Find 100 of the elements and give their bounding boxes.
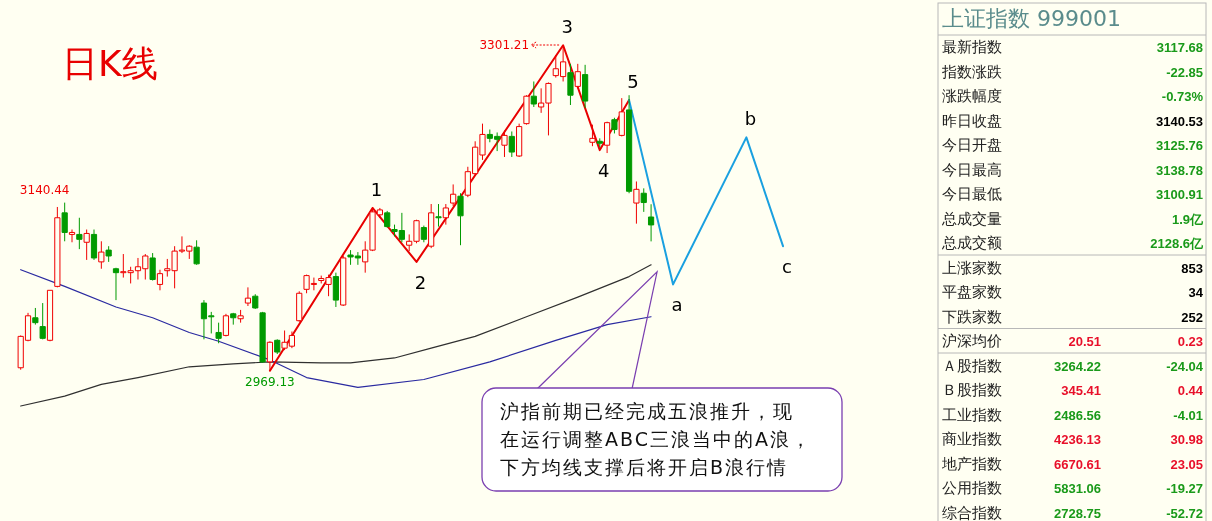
data-label: -19.27 — [1166, 481, 1203, 496]
category-label: 沪深均价 — [942, 333, 1002, 349]
category-label: 商业指数 — [942, 431, 1002, 447]
candlestick — [90, 229, 98, 261]
data-label: 345.41 — [1061, 383, 1101, 398]
candlestick — [340, 255, 347, 307]
candlestick — [574, 63, 581, 89]
candlestick — [39, 302, 46, 340]
category-label: 最新指数 — [942, 39, 1002, 55]
chart-title: 日K线 — [62, 43, 158, 84]
candlestick — [589, 124, 596, 147]
text: 沪指前期已经完成五浪推升，现在运行调整ABC三浪当中的A浪，下方均线支撑后将开启B浪行情 — [500, 400, 812, 478]
data-label: 2128.6亿 — [1150, 236, 1204, 251]
candlestick — [46, 289, 54, 342]
candlestick — [193, 239, 200, 266]
data-label: 6670.61 — [1054, 456, 1101, 472]
candlestick — [83, 229, 90, 261]
candlestick — [274, 338, 281, 355]
data-label: 2486.56 — [1054, 407, 1101, 423]
candlestick — [450, 183, 457, 207]
candlestick — [420, 225, 427, 243]
data-label: 30.98 — [1170, 432, 1203, 447]
data-label: 1.9亿 — [1171, 211, 1204, 227]
candlestick — [625, 94, 633, 194]
candlestick — [647, 203, 655, 242]
annotation: c — [782, 256, 792, 278]
annotation: 2 — [414, 271, 427, 293]
data-label: 20.51 — [1068, 334, 1101, 349]
data-label: -4.01 — [1173, 407, 1203, 423]
candlestick — [54, 206, 61, 288]
candlestick — [68, 229, 76, 243]
data-label: 0.44 — [1177, 383, 1204, 398]
data-label: -52.72 — [1166, 505, 1203, 521]
candlestick — [105, 245, 112, 263]
data-label: 34 — [1188, 285, 1204, 300]
candlestick — [611, 117, 618, 134]
category-label: 总成交量 — [941, 210, 1002, 227]
data-label: -0.73% — [1161, 89, 1204, 104]
candlestick — [582, 64, 589, 109]
category-label: 今日最高 — [942, 161, 1002, 178]
category-label: 今日开盘 — [942, 137, 1002, 153]
annotation: 5 — [627, 71, 639, 93]
candlestick — [156, 269, 164, 291]
candlestick — [384, 210, 391, 229]
category-label: 公用指数 — [942, 480, 1002, 496]
candlestick — [457, 192, 464, 246]
candlestick — [222, 313, 230, 337]
data-label: 252 — [1181, 309, 1203, 325]
category-label: 指数涨跌 — [941, 63, 1002, 80]
candlestick — [530, 80, 537, 108]
candlestick — [567, 63, 574, 106]
annotation: 3301.21 — [479, 38, 530, 52]
data-label: 0.23 — [1177, 334, 1203, 349]
candlestick — [618, 97, 625, 137]
data-label: 5831.06 — [1054, 481, 1101, 496]
annotation: 1 — [370, 178, 383, 200]
candlestick — [596, 137, 603, 148]
candlestick — [244, 286, 252, 307]
data-label: 3100.91 — [1156, 187, 1203, 202]
data-label: 23.05 — [1170, 456, 1203, 472]
candlestick — [215, 322, 222, 344]
candlestick — [640, 187, 647, 213]
data-label: 3140.53 — [1156, 113, 1203, 129]
data-label: 3125.76 — [1156, 138, 1203, 153]
candlestick — [633, 180, 640, 225]
candlestick — [523, 94, 530, 126]
category-label: 工业指数 — [942, 406, 1002, 423]
annotation: b — [744, 108, 757, 130]
candlestick — [501, 130, 508, 158]
category-label: 涨跌幅度 — [942, 88, 1002, 104]
candlestick — [428, 203, 435, 249]
candlestick — [112, 267, 120, 301]
category-label: 今日最低 — [942, 186, 1002, 202]
data-label: 2728.75 — [1054, 505, 1101, 521]
category-label: 综合指数 — [942, 504, 1002, 521]
candlestick — [508, 130, 515, 158]
candlestick — [61, 202, 68, 242]
data-label: 3138.78 — [1156, 162, 1203, 178]
category-label: Ｂ股指数 — [942, 382, 1002, 398]
text: 2969.13 — [245, 374, 295, 389]
annotation: 4 — [598, 160, 610, 182]
candlestick — [32, 307, 39, 326]
candlestick — [259, 311, 266, 364]
category-label: 上涨家数 — [942, 259, 1002, 276]
data-label: -24.04 — [1166, 358, 1204, 374]
candlestick — [252, 293, 259, 310]
candlestick — [230, 312, 237, 326]
candlestick — [604, 121, 611, 154]
candlestick — [435, 203, 442, 228]
text: 3 — [561, 16, 573, 38]
candlestick — [98, 240, 105, 270]
data-label: -22.85 — [1166, 64, 1203, 80]
category-label: 总成交额 — [941, 235, 1002, 251]
data-label: 853 — [1181, 260, 1203, 276]
category-label: 地产指数 — [941, 455, 1002, 472]
category-label: 下跌家数 — [942, 308, 1002, 325]
candlestick — [332, 272, 339, 308]
annotation: 3140.44 — [19, 182, 70, 197]
candlestick — [516, 123, 523, 158]
candlestick — [149, 252, 156, 282]
